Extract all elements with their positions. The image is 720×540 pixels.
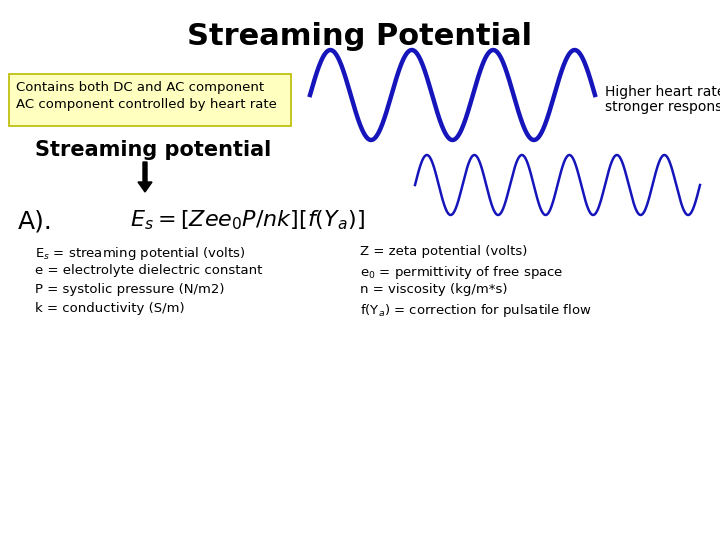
Text: e$_0$ = permittivity of free space: e$_0$ = permittivity of free space [360, 264, 563, 281]
Text: AC component controlled by heart rate: AC component controlled by heart rate [16, 98, 277, 111]
Text: stronger response: stronger response [605, 100, 720, 114]
Text: $E_s = [Zee_0P/nk][f(Y_a)]$: $E_s = [Zee_0P/nk][f(Y_a)]$ [130, 208, 365, 232]
Text: n = viscosity (kg/m*s): n = viscosity (kg/m*s) [360, 283, 508, 296]
Text: P = systolic pressure (N/m2): P = systolic pressure (N/m2) [35, 283, 225, 296]
Text: Streaming Potential: Streaming Potential [187, 22, 533, 51]
Text: Streaming potential: Streaming potential [35, 140, 271, 160]
Text: Z = zeta potential (volts): Z = zeta potential (volts) [360, 245, 527, 258]
Text: f(Y$_a$) = correction for pulsatile flow: f(Y$_a$) = correction for pulsatile flow [360, 302, 592, 319]
Text: Higher heart rate induces: Higher heart rate induces [605, 85, 720, 99]
Text: e = electrolyte dielectric constant: e = electrolyte dielectric constant [35, 264, 262, 277]
Text: Contains both DC and AC component: Contains both DC and AC component [16, 81, 264, 94]
FancyBboxPatch shape [9, 74, 291, 126]
Text: E$_s$ = streaming potential (volts): E$_s$ = streaming potential (volts) [35, 245, 246, 262]
Text: k = conductivity (S/m): k = conductivity (S/m) [35, 302, 184, 315]
Text: A).: A). [18, 210, 53, 234]
FancyArrow shape [138, 162, 152, 192]
